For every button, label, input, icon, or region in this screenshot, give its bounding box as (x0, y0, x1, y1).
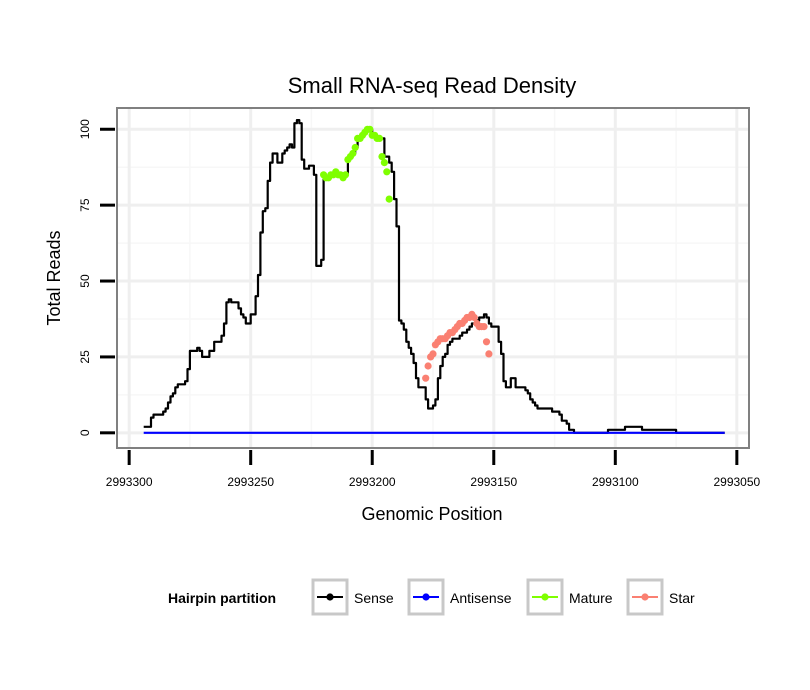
legend-key-point (641, 593, 649, 601)
legend-key-point (422, 593, 430, 601)
legend-key-point (541, 593, 549, 601)
legend-item-sense: Sense (311, 578, 394, 616)
legend-item-star: Star (626, 578, 695, 616)
legend-label: Sense (354, 590, 394, 606)
plot-border (116, 107, 750, 449)
x-tick-label: 2993200 (349, 475, 396, 489)
chart-title: Small RNA-seq Read Density (288, 73, 577, 98)
mature-point (380, 159, 388, 167)
mature-point (349, 149, 357, 158)
star-point (485, 350, 493, 358)
star-point (480, 323, 488, 331)
mature-point (375, 134, 384, 142)
y-tick-label: 0 (78, 429, 92, 436)
y-axis: 0 25 50 75 100 (78, 119, 115, 436)
mature-point (378, 153, 386, 161)
grid-lines (117, 108, 749, 448)
x-tick-label: 2993050 (713, 475, 760, 489)
legend-label: Mature (569, 590, 613, 606)
star-point (470, 313, 478, 322)
y-tick-label: 25 (78, 350, 92, 364)
x-axis: 2993300 2993250 2993200 2993150 2993100 29930… (106, 450, 761, 489)
x-tick-label: 2993300 (106, 475, 153, 489)
star-point (482, 338, 491, 346)
legend-label: Antisense (450, 590, 512, 606)
star-point (429, 350, 437, 358)
y-axis-title: Total Reads (44, 230, 64, 325)
series-layer (143, 119, 725, 434)
mature-point (351, 143, 359, 152)
y-tick-label: 75 (78, 198, 92, 212)
x-axis-title: Genomic Position (361, 504, 502, 524)
legend-key-point (326, 593, 334, 601)
y-tick-label: 50 (78, 274, 92, 288)
star-point (422, 374, 430, 382)
legend-item-antisense: Antisense (407, 578, 512, 616)
x-tick-label: 2993150 (470, 475, 517, 489)
legend: Hairpin partition Sense Antisense Mature St… (168, 578, 695, 616)
x-tick-label: 2993100 (592, 475, 639, 489)
legend-item-mature: Mature (526, 578, 613, 616)
mature-point (385, 195, 393, 203)
star-point (424, 362, 432, 370)
legend-label: Star (669, 590, 695, 606)
legend-title: Hairpin partition (168, 590, 276, 606)
x-tick-label: 2993250 (227, 475, 274, 489)
mature-point (383, 168, 391, 176)
mature-point (341, 171, 350, 179)
mature-point (366, 125, 374, 133)
y-tick-label: 100 (78, 119, 92, 139)
plot-area (116, 107, 750, 449)
